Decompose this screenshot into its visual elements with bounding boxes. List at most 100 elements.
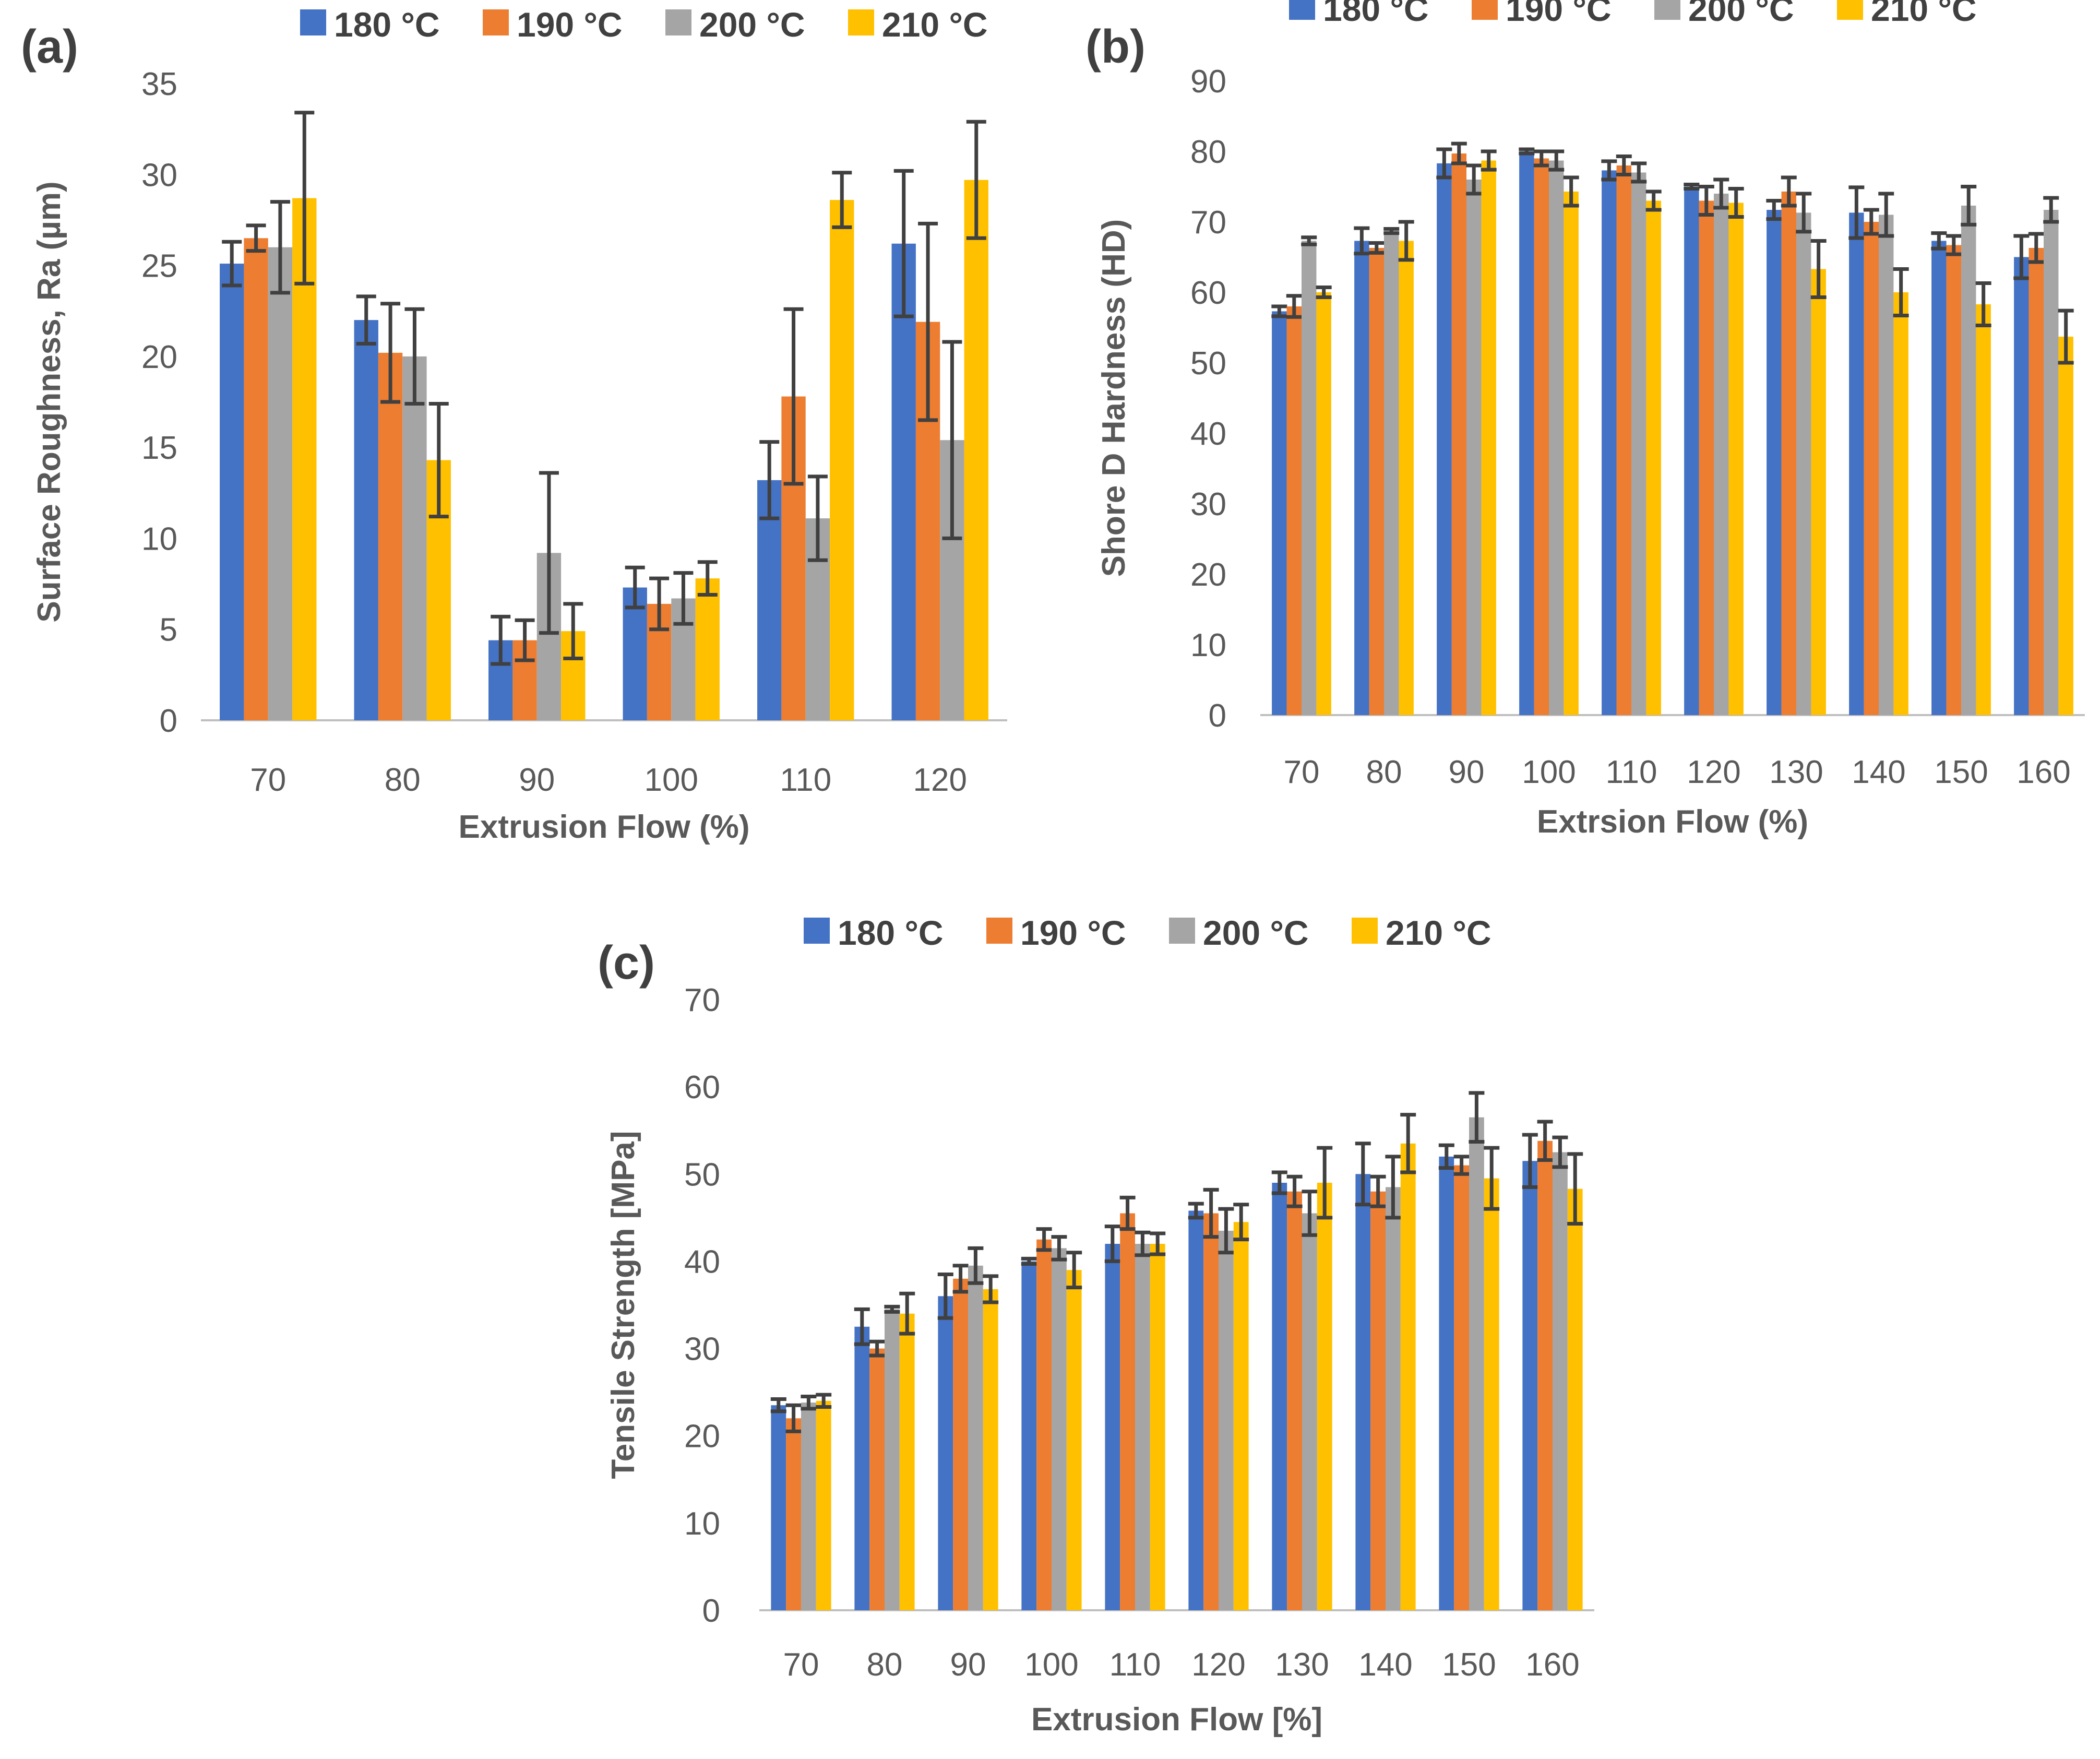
bar (1233, 1222, 1249, 1610)
bar (1451, 153, 1466, 715)
bar (354, 320, 378, 720)
bar (1781, 191, 1796, 715)
x-tick-label: 120 (913, 762, 967, 798)
bar (1437, 163, 1452, 716)
bar (1567, 1188, 1583, 1610)
y-tick-label: 0 (1209, 698, 1226, 734)
bar (891, 243, 916, 720)
x-tick-label: 160 (1525, 1647, 1579, 1683)
y-tick-label: 10 (141, 521, 177, 557)
x-tick-label: 120 (1687, 754, 1740, 790)
legend-label: 200 °C (1203, 913, 1309, 952)
legend-label: 190 °C (1020, 913, 1126, 952)
y-tick-label: 25 (141, 248, 177, 284)
bar (885, 1309, 900, 1610)
x-tick-label: 90 (1449, 754, 1485, 790)
bar (1684, 186, 1699, 715)
bar (1811, 269, 1826, 715)
legend-label: 180 °C (1323, 0, 1429, 28)
panel-label: (c) (598, 937, 655, 989)
bar (1699, 200, 1714, 715)
x-tick-label: 100 (1522, 754, 1576, 790)
bar (1484, 1178, 1499, 1610)
x-tick-label: 80 (867, 1647, 903, 1683)
bar (1370, 1191, 1386, 1610)
legend-swatch (804, 918, 830, 944)
bar (1399, 241, 1414, 715)
bar (1522, 1161, 1538, 1610)
bar (402, 356, 427, 720)
bar (983, 1289, 998, 1610)
legend-label: 200 °C (1688, 0, 1794, 28)
bar (1537, 1140, 1553, 1610)
bar (1602, 170, 1617, 716)
y-tick-label: 60 (1190, 275, 1226, 311)
y-tick-label: 30 (1190, 486, 1226, 522)
bar (1021, 1261, 1037, 1610)
bar (771, 1405, 786, 1610)
x-tick-label: 80 (385, 762, 421, 798)
legend-swatch (848, 9, 874, 35)
x-tick-label: 140 (1852, 754, 1905, 790)
bar (1219, 1230, 1234, 1610)
bar (964, 180, 988, 720)
x-tick-label: 90 (519, 762, 555, 798)
legend-label: 190 °C (1506, 0, 1612, 28)
y-tick-label: 70 (1190, 205, 1226, 241)
bar (1317, 1183, 1332, 1610)
chart-panel-1: (b) 180 °C 190 °C 200 °C 210 °C 0 10 20 30 40 50 60… (1085, 0, 2085, 840)
x-tick-label: 150 (1934, 754, 1988, 790)
bar (1066, 1270, 1082, 1610)
bar (1616, 165, 1631, 715)
y-tick-label: 35 (141, 66, 177, 102)
bar (1188, 1210, 1204, 1610)
y-tick-label: 70 (684, 982, 720, 1018)
legend-swatch (986, 918, 1012, 944)
bar (1439, 1156, 1454, 1610)
bar (854, 1326, 870, 1610)
y-tick-label: 30 (141, 157, 177, 193)
x-axis-title: Extrsion Flow (%) (1537, 804, 1808, 840)
bar (2044, 210, 2059, 715)
bar (1534, 158, 1549, 715)
legend-label: 200 °C (699, 5, 805, 44)
bar (1646, 200, 1661, 715)
bar (816, 1400, 831, 1610)
bar (1302, 241, 1317, 715)
x-tick-label: 130 (1275, 1647, 1329, 1683)
bar (1519, 151, 1534, 715)
x-tick-label: 110 (1606, 754, 1657, 790)
bar (2029, 247, 2044, 715)
bar (1052, 1248, 1067, 1610)
chart-panel-0: (a) 180 °C 190 °C 200 °C 210 °C 0 5 10 15 20 25 30 3… (21, 5, 1007, 845)
bar (378, 352, 403, 720)
bar (1105, 1244, 1120, 1610)
y-tick-label: 10 (684, 1506, 720, 1542)
bar (1203, 1213, 1219, 1610)
y-tick-label: 60 (684, 1069, 720, 1106)
x-tick-label: 140 (1358, 1647, 1412, 1683)
legend-swatch (483, 9, 509, 35)
x-tick-label: 100 (1024, 1647, 1078, 1683)
bar (268, 247, 293, 720)
chart-panel-2: (c) 180 °C 190 °C 200 °C 210 °C 0 10 20 30 40 50 60… (598, 913, 1594, 1738)
bar (1384, 231, 1399, 715)
y-tick-label: 20 (684, 1419, 720, 1455)
legend-label: 210 °C (1871, 0, 1977, 28)
y-tick-label: 20 (141, 339, 177, 375)
legend-label: 180 °C (838, 913, 944, 952)
x-tick-label: 90 (950, 1647, 986, 1683)
legend-swatch (300, 9, 326, 35)
y-tick-label: 15 (141, 430, 177, 466)
bar (1553, 1152, 1568, 1610)
bar (1454, 1165, 1469, 1610)
bar (1549, 160, 1564, 715)
bar (1931, 241, 1947, 715)
x-tick-label: 150 (1442, 1647, 1496, 1683)
bar (786, 1418, 801, 1610)
legend-swatch (1289, 0, 1315, 20)
bar (899, 1313, 915, 1610)
y-tick-label: 40 (1190, 416, 1226, 452)
bar (623, 587, 647, 720)
x-tick-label: 110 (1109, 1647, 1161, 1683)
